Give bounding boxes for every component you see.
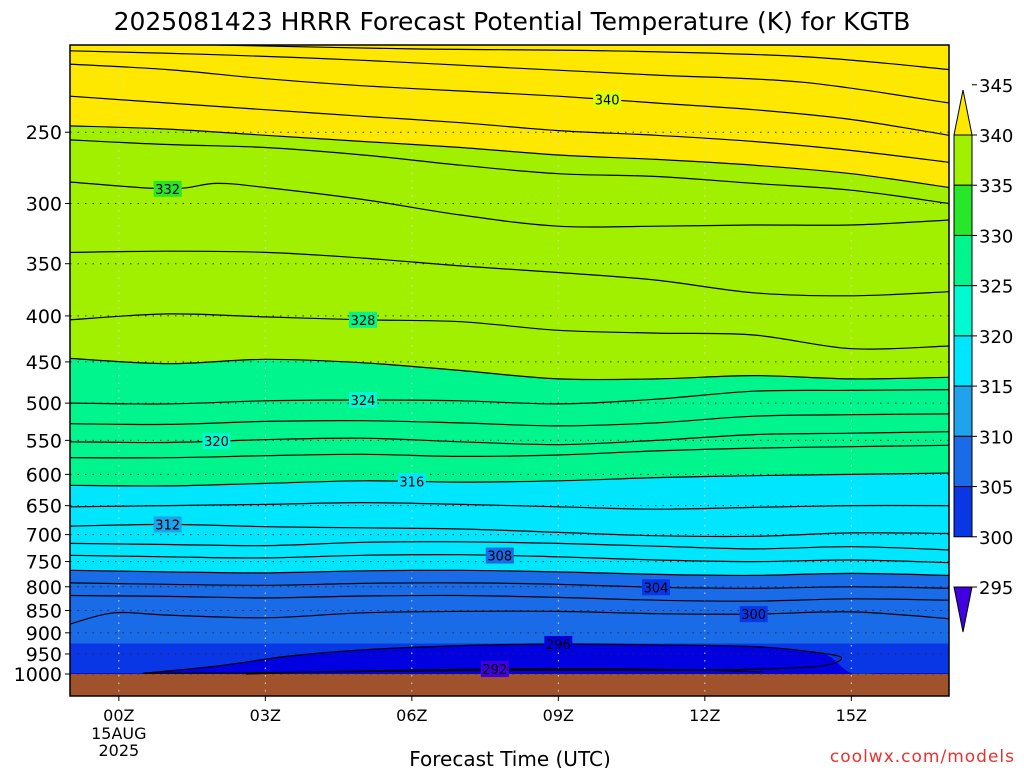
contour-label-316: 316 [397,473,426,490]
y-tick-label-350: 350 [26,254,62,276]
y-tick-label-600: 600 [26,464,62,486]
contour-label-328: 328 [349,311,377,329]
y-tick-label-750: 750 [26,552,62,574]
contour-322 [70,413,949,427]
contour-336 [70,125,949,189]
y-tick-label-400: 400 [26,306,62,328]
y-tick-label-500: 500 [26,393,62,415]
colorbar-label-335: 335 [979,176,1013,197]
contour-314 [70,501,949,510]
contour-332 [70,181,949,228]
svg-text:304: 304 [644,581,669,596]
contour-310 [70,541,949,551]
svg-text:312: 312 [155,518,180,533]
svg-text:340: 340 [595,94,620,109]
colorbar-label-295: 295 [979,578,1013,599]
contour-label-332: 332 [153,180,182,198]
contour-label-304: 304 [642,579,670,596]
y-tick-label-450: 450 [26,352,62,374]
colorbar-bin-315 [953,335,973,387]
colorbar-bin-305 [953,435,973,488]
svg-text:328: 328 [351,314,376,329]
plot-frame [69,44,950,697]
contour-318 [70,444,949,459]
contour-316 [70,472,949,487]
y-tick-label-700: 700 [26,525,62,547]
x-tick-label-06Z: 06Z [396,706,427,725]
y-tick-label-1000: 1000 [14,664,62,686]
x-tick-label-15Z: 15Z [836,706,867,725]
chart-title: 2025081423 HRRR Forecast Potential Tempe… [114,7,911,36]
contour-306 [70,569,949,577]
y-tick-label-900: 900 [26,623,62,645]
colorbar-bin-310 [953,385,973,437]
colorbar-label-320: 320 [979,327,1013,348]
x-tick-label-03Z: 03Z [250,706,281,725]
contour-label-300: 300 [739,606,768,623]
x-axis-label: Forecast Time (UTC) [409,747,611,768]
contour-label-340: 340 [593,91,622,109]
colorbar-label-300: 300 [979,528,1013,549]
svg-text:308: 308 [487,550,512,565]
colorbar-label-330: 330 [979,226,1013,247]
contour-326 [70,357,949,381]
contour-334 [70,139,949,205]
y-tick-label-550: 550 [26,430,62,452]
y-tick-label-850: 850 [26,600,62,622]
contour-300 [70,610,949,625]
below-ground-fill [70,674,949,696]
svg-text:296: 296 [546,638,571,653]
contour-330 [70,250,949,297]
svg-text:292: 292 [482,663,507,678]
credit-text: coolwx.com/models [830,747,1015,767]
y-tick-label-250: 250 [26,122,62,144]
contour-302 [70,594,949,602]
contour-296 [143,643,843,674]
colorbar-bin-300 [953,486,973,538]
x-tick-date: 15AUG [91,724,146,743]
colorbar-under-arrow [953,586,973,633]
contour-label-324: 324 [349,391,377,409]
colorbar-bin-335 [953,134,973,186]
contour-338 [70,95,949,163]
x-tick-year: 2025 [98,741,139,760]
contour-324 [70,389,949,405]
svg-text:316: 316 [399,475,424,490]
svg-text:324: 324 [351,394,376,409]
colorbar-label-325: 325 [979,277,1013,298]
y-tick-label-300: 300 [26,193,62,215]
colorbar-label-305: 305 [979,478,1013,499]
y-tick-label-950: 950 [26,644,62,666]
colorbar-bin-330 [953,184,973,236]
x-tick-label-00Z: 00Z [103,706,134,725]
svg-text:300: 300 [741,608,766,623]
contour-328 [70,313,949,350]
colorbar-bin-325 [953,234,973,287]
y-tick-label-800: 800 [26,577,62,599]
contour-340 [70,63,949,136]
colorbar-label-315: 315 [979,377,1013,398]
contour-344 [216,45,949,71]
y-tick-label-650: 650 [26,496,62,518]
contour-label-312: 312 [153,516,182,533]
contour-label-320: 320 [202,433,231,450]
svg-text:332: 332 [155,183,180,198]
contour-label-296: 296 [544,635,573,653]
contour-304 [70,582,949,589]
x-tick-label-12Z: 12Z [689,706,720,725]
contour-label-292: 292 [480,661,509,678]
colorbar-bin-320 [953,285,973,337]
colorbar-over-arrow [953,89,973,136]
contour-312 [70,523,949,538]
x-tick-label-09Z: 09Z [543,706,574,725]
contour-342 [70,50,949,104]
colorbar-label-345: 345 [979,76,1013,97]
colorbar-label-310: 310 [979,427,1013,448]
colorbar-label-340: 340 [979,126,1013,147]
contour-label-308: 308 [485,547,514,565]
svg-text:320: 320 [204,435,229,450]
